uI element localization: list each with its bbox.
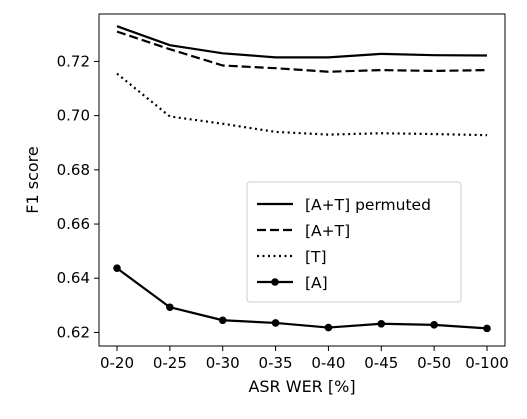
series-point	[271, 319, 280, 327]
series-line-3	[116, 267, 488, 330]
legend-marker	[271, 278, 279, 286]
y-tick-label: 0.72	[57, 52, 90, 70]
series-point	[166, 303, 174, 312]
x-tick-label: 0-20	[100, 354, 134, 372]
y-tick-label: 0.66	[57, 215, 90, 233]
y-tick-label: 0.70	[57, 107, 90, 125]
series-point	[113, 264, 121, 273]
legend-label: [A+T]	[305, 222, 350, 240]
series-point	[483, 324, 491, 333]
series-point	[430, 321, 438, 329]
x-tick-label: 0-30	[206, 354, 240, 372]
series-point	[377, 319, 386, 328]
y-tick-label: 0.68	[57, 161, 90, 179]
x-tick-label: 0-35	[259, 354, 293, 372]
x-tick-label: 0-40	[311, 354, 345, 372]
legend-label: [A+T] permuted	[305, 196, 431, 214]
y-axis-label: F1 score	[23, 146, 42, 213]
legend-box	[246, 181, 462, 303]
x-tick-label: 0-45	[364, 354, 398, 372]
series-point	[324, 323, 333, 332]
series-line-2	[116, 72, 488, 137]
legend-label: [A]	[305, 274, 328, 292]
legend: [A+T] permuted [A+T] [T] [A]	[246, 181, 462, 303]
series-line-0	[116, 25, 488, 59]
y-tick-label: 0.64	[57, 269, 90, 287]
series-layer	[113, 25, 491, 333]
legend-label: [T]	[305, 248, 327, 266]
x-tick-label: 0-100	[465, 354, 509, 372]
series-point	[218, 316, 227, 325]
x-axis: 0-20 0-25 0-30 0-35 0-40 0-45 0-50 0-100	[100, 346, 509, 372]
x-tick-label: 0-25	[153, 354, 187, 372]
plot-area	[98, 13, 506, 347]
x-tick-label: 0-50	[417, 354, 451, 372]
plot-frame	[98, 13, 506, 347]
y-tick-label: 0.62	[57, 323, 90, 341]
series-line-1	[116, 30, 488, 73]
y-axis: 0.62 0.64 0.66 0.68 0.70 0.72	[57, 52, 99, 341]
x-axis-label: ASR WER [%]	[248, 377, 355, 396]
